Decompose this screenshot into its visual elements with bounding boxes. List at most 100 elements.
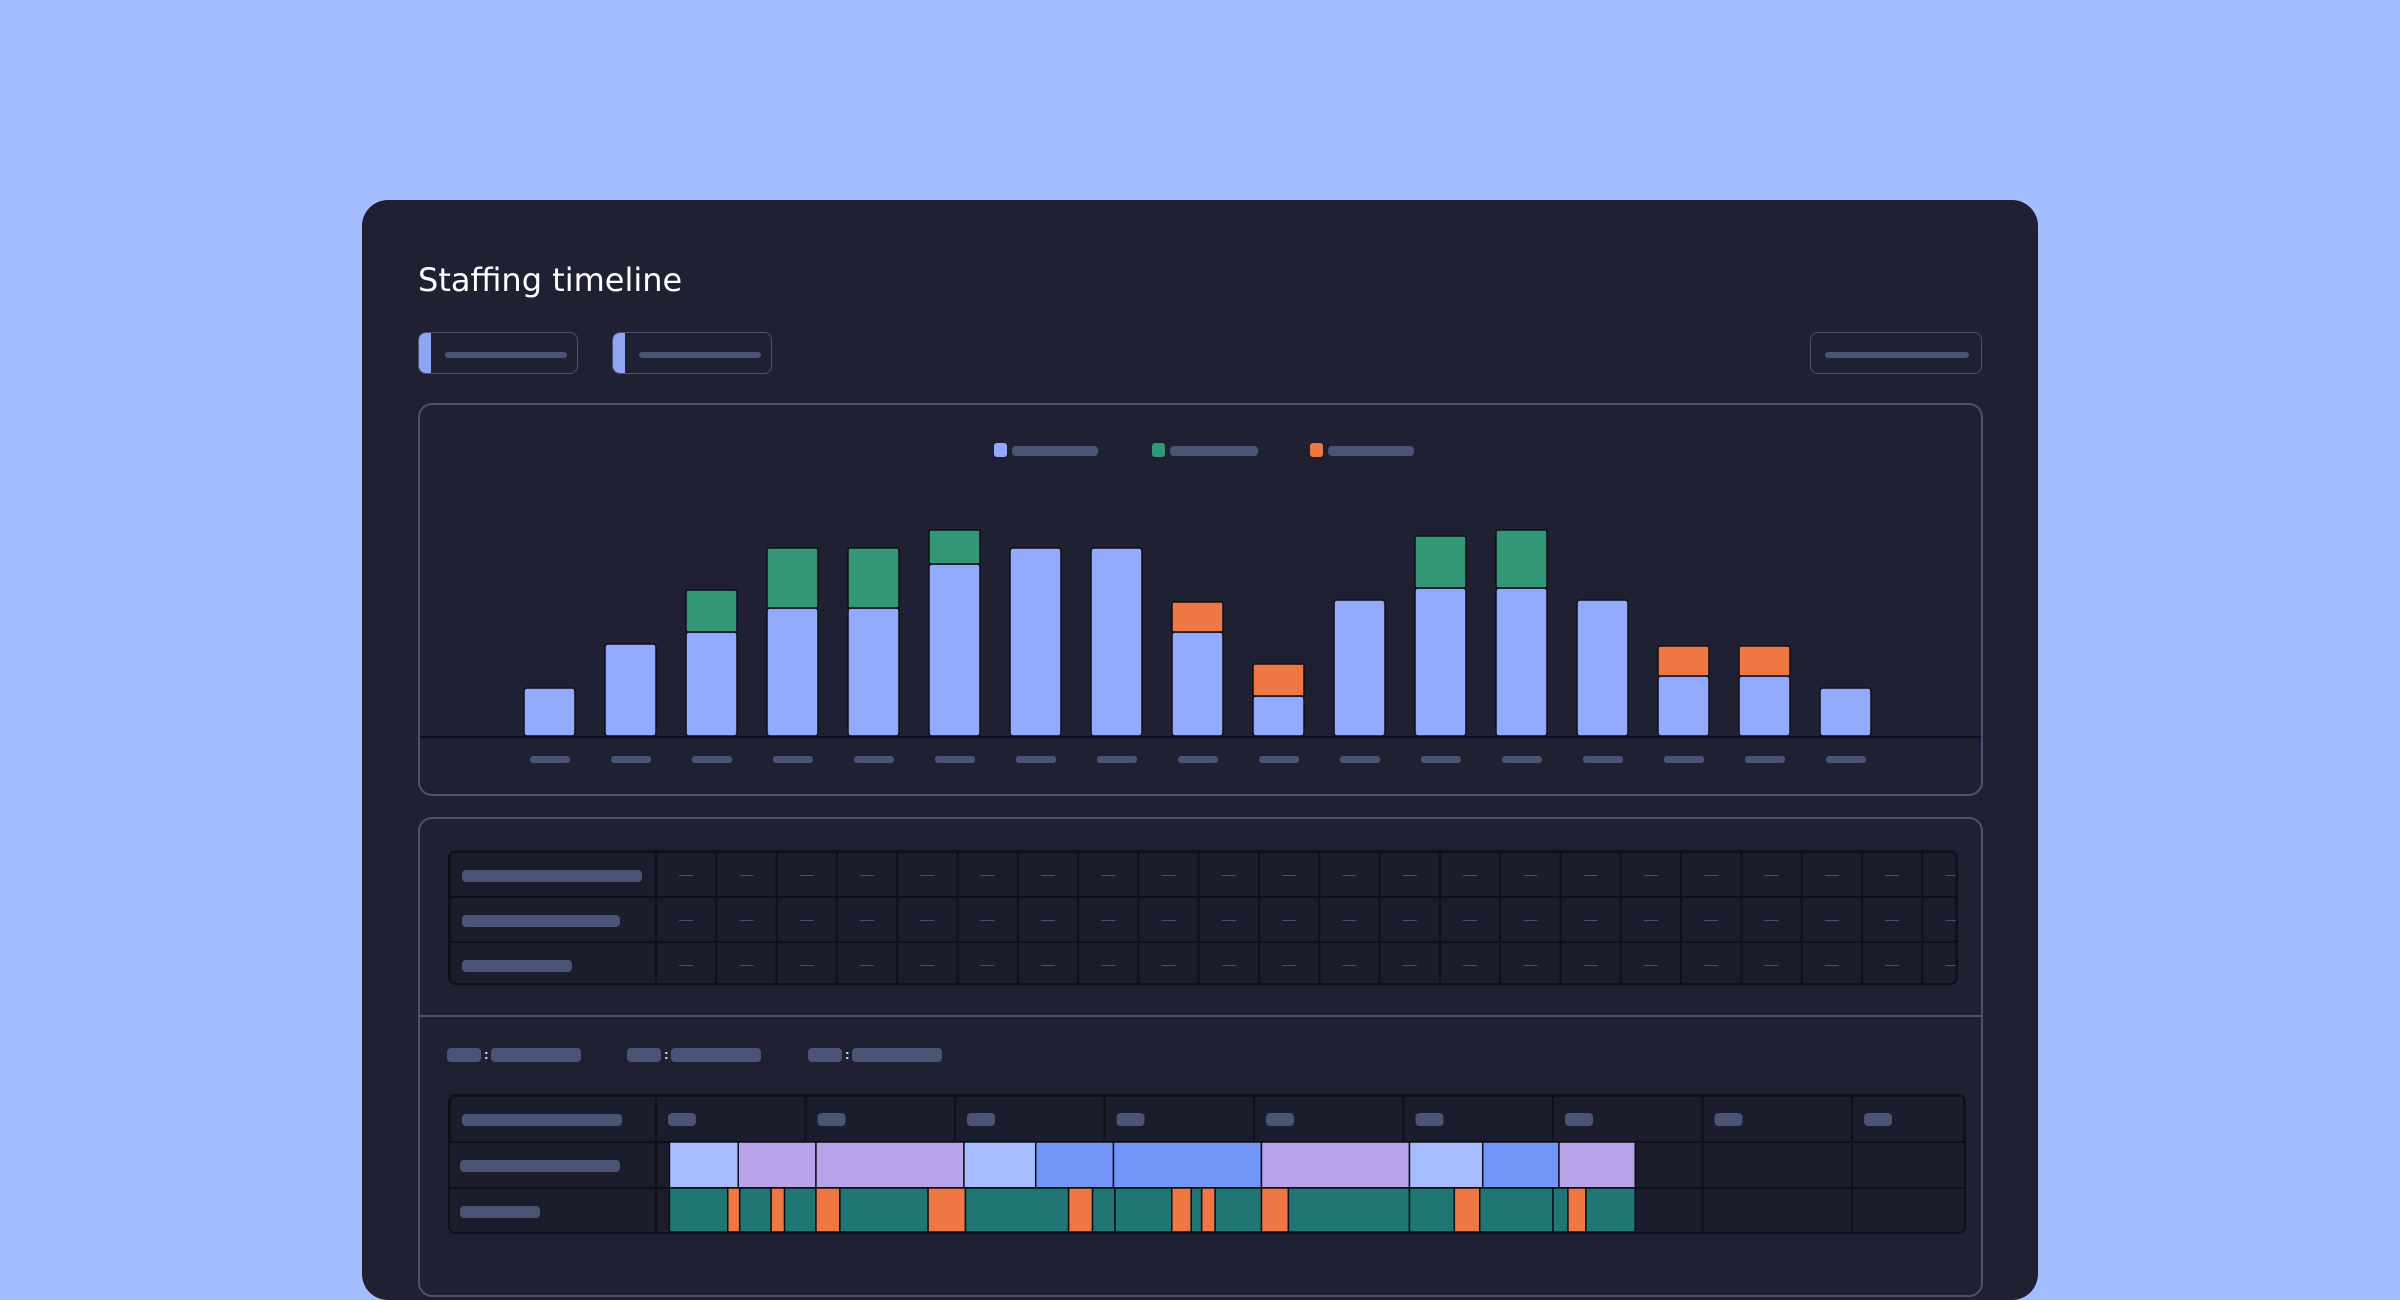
legend-entry xyxy=(1012,446,1098,456)
gantt-segment xyxy=(1478,1187,1554,1232)
table-cell: — xyxy=(1162,866,1176,882)
x-tick-label xyxy=(692,756,732,763)
gantt-segment xyxy=(1453,1187,1481,1232)
table-cell: — xyxy=(1282,866,1296,882)
bar-segment xyxy=(766,607,819,737)
table-cell: — xyxy=(1342,866,1356,882)
filter-dropdown-one[interactable] xyxy=(418,332,578,374)
legend-swatch-icon xyxy=(994,443,1007,457)
x-tick-label xyxy=(1664,756,1704,763)
table-cell: — xyxy=(1765,866,1779,882)
table-cell: — xyxy=(739,866,753,882)
chart-card xyxy=(418,403,1983,796)
x-tick-label xyxy=(1826,756,1866,763)
card-divider xyxy=(420,1015,1981,1017)
table-cell: — xyxy=(1101,956,1115,972)
table-cell: — xyxy=(1704,911,1718,927)
table-cell: — xyxy=(1463,956,1477,972)
table-row-label xyxy=(462,870,642,882)
bar-segment xyxy=(1414,587,1467,737)
table-cell: — xyxy=(860,956,874,972)
bar-segment xyxy=(1414,535,1467,589)
gantt-key: : xyxy=(808,1046,1008,1062)
bar-segment xyxy=(1738,645,1791,677)
toolbar-action-label xyxy=(1825,352,1969,358)
filter-value xyxy=(445,352,567,358)
bar-segment xyxy=(847,607,900,737)
gantt-row-label xyxy=(460,1160,620,1172)
table-cell: — xyxy=(860,911,874,927)
x-tick-label xyxy=(1259,756,1299,763)
legend-swatch-icon xyxy=(1152,443,1165,457)
bar-segment xyxy=(1657,675,1710,737)
gantt-segment xyxy=(1408,1187,1456,1232)
bar-segment xyxy=(1495,587,1548,737)
gantt-segment xyxy=(964,1187,1070,1232)
table-cell: — xyxy=(1584,956,1598,972)
table-cell: — xyxy=(1644,911,1658,927)
gantt-key-name xyxy=(447,1048,481,1062)
gantt-segment xyxy=(1481,1141,1560,1189)
table-cell: — xyxy=(800,911,814,927)
bar-segment xyxy=(1252,695,1305,737)
table-cell: — xyxy=(1825,866,1839,882)
gantt-column-header xyxy=(817,1113,846,1126)
table-cell: — xyxy=(1342,956,1356,972)
gantt-segment xyxy=(839,1187,929,1232)
bar-segment xyxy=(1819,687,1872,737)
table-cell: — xyxy=(1704,956,1718,972)
gantt-row-label xyxy=(460,1206,540,1218)
legend-swatch-icon xyxy=(1310,443,1323,457)
gantt-key-name xyxy=(627,1048,661,1062)
table-cell: — xyxy=(1885,866,1899,882)
summary-table-grid: — — — — — — — — — — — — — — — — — — — — — — — — — — — — — — — — — — — — — — — —… xyxy=(450,852,1956,983)
x-tick-label xyxy=(1097,756,1137,763)
gantt-column-header xyxy=(967,1113,995,1126)
x-tick-label xyxy=(1502,756,1542,763)
table-cell: — xyxy=(1222,866,1236,882)
table-cell: — xyxy=(1885,911,1899,927)
table-row xyxy=(450,852,1956,898)
table-cell: — xyxy=(800,866,814,882)
table-cell: — xyxy=(1765,911,1779,927)
gantt-segment xyxy=(963,1141,1037,1189)
gantt-segment xyxy=(1114,1187,1173,1232)
filter-dropdown-two[interactable] xyxy=(612,332,772,374)
x-tick-label xyxy=(1178,756,1218,763)
table-row-label xyxy=(462,915,620,927)
x-tick-label xyxy=(1421,756,1461,763)
gantt-column-header xyxy=(1565,1113,1593,1126)
gantt-key-value xyxy=(852,1048,942,1062)
table-cell: — xyxy=(1162,911,1176,927)
table-cell: — xyxy=(860,866,874,882)
bar-segment xyxy=(1090,547,1143,737)
gantt-key-name xyxy=(808,1048,842,1062)
table-cell: — xyxy=(981,911,995,927)
gantt-segment xyxy=(1034,1141,1115,1189)
gantt-table xyxy=(448,1094,1966,1234)
gantt-key: : xyxy=(627,1046,827,1062)
bar-segment xyxy=(847,547,900,609)
gantt-segment xyxy=(815,1141,965,1189)
gantt-segment xyxy=(1214,1187,1263,1232)
table-cell: — xyxy=(1584,866,1598,882)
toolbar-action-button[interactable] xyxy=(1810,332,1982,374)
stacked-bar-chart xyxy=(420,529,1981,763)
gantt-column-header xyxy=(1266,1113,1294,1126)
x-tick-label xyxy=(1016,756,1056,763)
table-cell: — xyxy=(1041,911,1055,927)
x-tick-label xyxy=(1340,756,1380,763)
gantt-column-header xyxy=(668,1113,696,1126)
table-cell: — xyxy=(920,866,934,882)
filter-accent xyxy=(613,333,625,373)
x-tick-label xyxy=(854,756,894,763)
gantt-column-header xyxy=(1864,1113,1892,1126)
table-cell: — xyxy=(679,911,693,927)
table-cell: — xyxy=(739,956,753,972)
bar-segment xyxy=(1009,547,1062,737)
gantt-segment xyxy=(727,1187,741,1232)
gantt-header-label xyxy=(462,1114,622,1126)
gantt-key-colon: : xyxy=(484,1046,489,1062)
table-cell: — xyxy=(1945,956,1956,972)
table-cell: — xyxy=(920,911,934,927)
